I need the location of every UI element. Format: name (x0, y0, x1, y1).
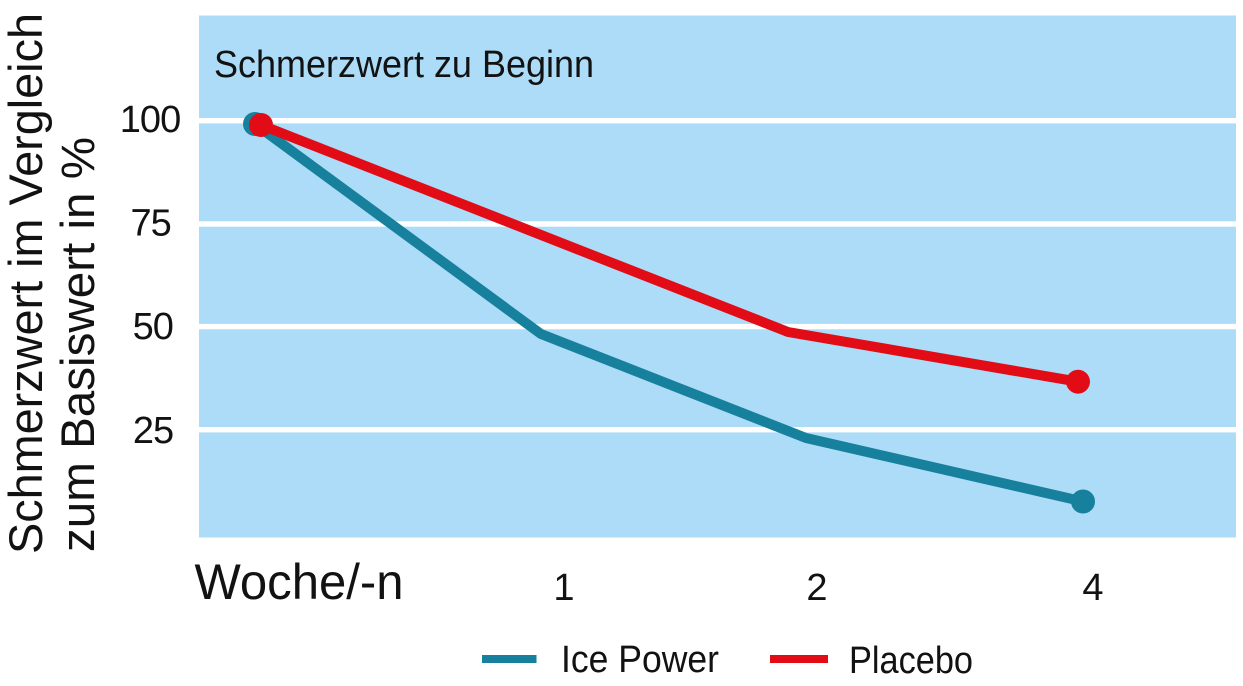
svg-text:Schmerzwert im Vergleich: Schmerzwert im Vergleich (0, 13, 52, 554)
svg-text:Woche/-n: Woche/-n (195, 554, 404, 610)
svg-text:zum Basiswert in %: zum Basiswert in % (51, 137, 104, 552)
svg-text:100: 100 (120, 99, 180, 141)
svg-text:Schmerzwert zu Beginn: Schmerzwert zu Beginn (214, 44, 594, 86)
svg-text:2: 2 (806, 567, 827, 609)
svg-text:Placebo: Placebo (849, 640, 973, 682)
svg-text:50: 50 (133, 306, 173, 348)
svg-text:1: 1 (553, 567, 574, 609)
svg-text:4: 4 (1082, 567, 1103, 609)
svg-text:25: 25 (133, 410, 173, 452)
svg-text:Ice Power: Ice Power (561, 639, 719, 681)
svg-text:75: 75 (130, 203, 170, 245)
